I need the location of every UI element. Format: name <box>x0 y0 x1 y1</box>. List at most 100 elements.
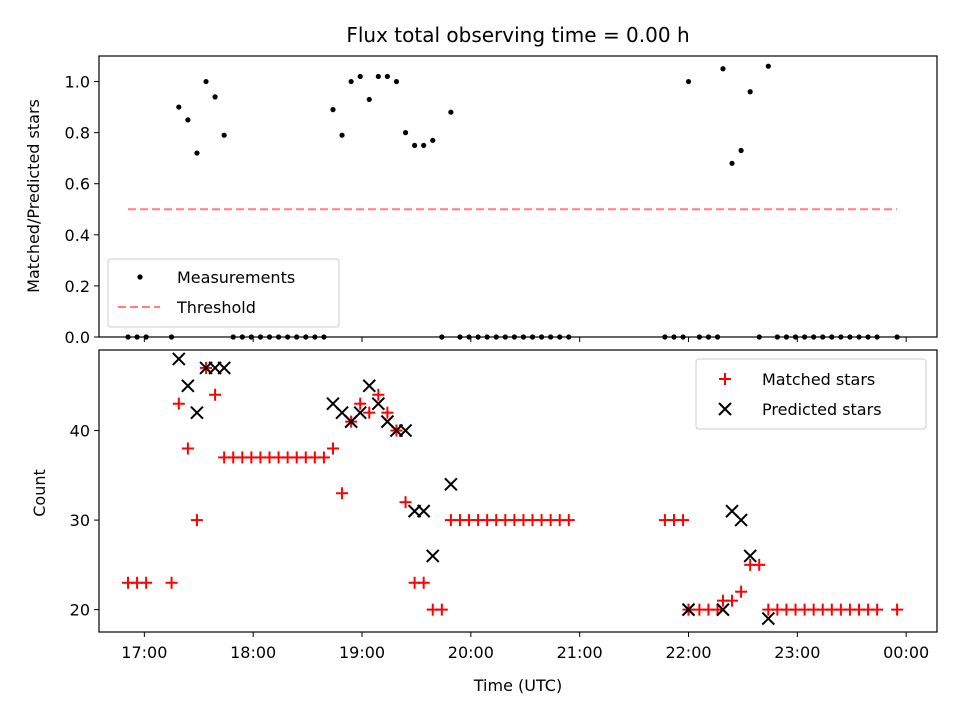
legend-box <box>695 358 927 430</box>
count-axis-label: Count <box>30 469 49 517</box>
top-panel: Flux total observing time = 0.00 h 0.0 0.… <box>24 23 938 347</box>
y-tick-label: 30 <box>70 511 90 530</box>
data-point <box>417 576 430 589</box>
data-point <box>726 594 739 607</box>
data-point <box>743 549 757 563</box>
chart-title: Flux total observing time = 0.00 h <box>346 23 689 47</box>
data-point <box>366 96 372 103</box>
bottom-y-ticks: 20 30 40 <box>70 422 99 620</box>
y-tick-label: 20 <box>70 601 90 620</box>
legend-box <box>107 258 340 328</box>
data-point <box>412 142 418 149</box>
series-predicted-stars <box>172 352 776 626</box>
data-point <box>203 78 209 85</box>
legend-marker-measurements <box>137 274 143 280</box>
legend-marker-predicted <box>718 402 732 416</box>
data-point <box>190 514 203 527</box>
data-point <box>716 602 730 617</box>
data-point <box>435 603 448 616</box>
data-point <box>217 361 231 375</box>
data-point <box>371 397 386 411</box>
data-point <box>357 73 363 80</box>
series-matched-stars <box>122 361 904 616</box>
data-point <box>339 132 345 138</box>
legend-marker-matched <box>719 373 731 385</box>
y-tick-label: 0.0 <box>65 328 90 347</box>
data-point <box>140 576 153 589</box>
legend-label-matched: Matched stars <box>762 370 875 389</box>
data-point <box>172 352 186 366</box>
data-point <box>734 513 748 527</box>
data-point <box>354 397 367 410</box>
data-point <box>399 496 412 509</box>
data-point <box>212 94 218 100</box>
x-tick-label: 00:00 <box>883 643 929 662</box>
data-point <box>677 514 690 527</box>
data-point <box>381 406 394 419</box>
y-tick-label: 40 <box>70 422 90 441</box>
data-point <box>444 477 458 491</box>
y-tick-label: 0.6 <box>65 175 90 194</box>
data-point <box>738 147 744 154</box>
data-point <box>221 132 227 138</box>
y-tick-label: 0.4 <box>65 226 90 245</box>
data-point <box>421 142 427 149</box>
data-point <box>720 66 726 72</box>
data-point <box>172 397 185 410</box>
x-axis-label: Time (UTC) <box>473 676 562 695</box>
data-point <box>747 89 753 95</box>
data-point <box>416 504 431 518</box>
data-point <box>336 487 349 500</box>
x-tick-label: 21:00 <box>557 643 603 662</box>
data-point <box>194 150 200 156</box>
data-point <box>891 603 904 616</box>
data-point <box>735 585 748 598</box>
data-point <box>181 379 195 393</box>
top-legend: Measurements Threshold <box>107 258 340 328</box>
x-tick-label: 20:00 <box>448 643 494 662</box>
data-point <box>176 104 182 110</box>
y-tick-label: 0.8 <box>65 124 90 143</box>
y-axis-label: Matched/Predicted stars <box>24 99 43 293</box>
data-point <box>685 78 692 85</box>
bottom-panel: 20 30 40 17:00 18:00 19:00 20:00 21:00 22:00 23:… <box>30 349 938 695</box>
data-point <box>165 576 178 589</box>
bottom-x-ticks: 17:00 18:00 19:00 20:00 21:00 22:00 23:00 00:00 <box>121 632 929 662</box>
top-x-ticks <box>143 337 907 342</box>
y-tick-label: 0.2 <box>65 277 90 296</box>
data-point <box>398 423 413 438</box>
x-tick-label: 19:00 <box>339 643 385 662</box>
data-point <box>375 73 381 80</box>
data-point <box>393 78 400 85</box>
data-point <box>426 549 440 563</box>
data-point <box>185 117 191 123</box>
data-point <box>326 442 339 455</box>
bottom-plot-frame <box>98 349 938 633</box>
data-point <box>430 137 436 143</box>
data-point <box>448 109 454 115</box>
data-point <box>209 388 222 401</box>
data-point <box>729 160 735 166</box>
legend-label-threshold: Threshold <box>176 298 256 317</box>
data-point <box>330 107 336 113</box>
data-point <box>348 78 354 85</box>
top-y-ticks: 0.0 0.2 0.4 0.6 0.8 1.0 <box>65 73 99 347</box>
data-point <box>190 405 204 420</box>
data-point <box>711 603 724 616</box>
data-point <box>761 611 776 626</box>
data-point <box>353 405 367 420</box>
x-tick-label: 22:00 <box>665 643 711 662</box>
data-point <box>402 130 409 136</box>
data-point <box>317 451 330 464</box>
data-point <box>765 63 771 69</box>
x-tick-label: 18:00 <box>230 643 276 662</box>
data-point <box>871 603 884 616</box>
data-point <box>384 73 391 80</box>
data-point <box>372 388 385 401</box>
legend-label-predicted: Predicted stars <box>762 400 882 419</box>
bottom-plot-area <box>122 352 904 626</box>
data-point <box>681 602 696 617</box>
x-tick-label: 23:00 <box>774 643 820 662</box>
data-point <box>181 442 194 455</box>
